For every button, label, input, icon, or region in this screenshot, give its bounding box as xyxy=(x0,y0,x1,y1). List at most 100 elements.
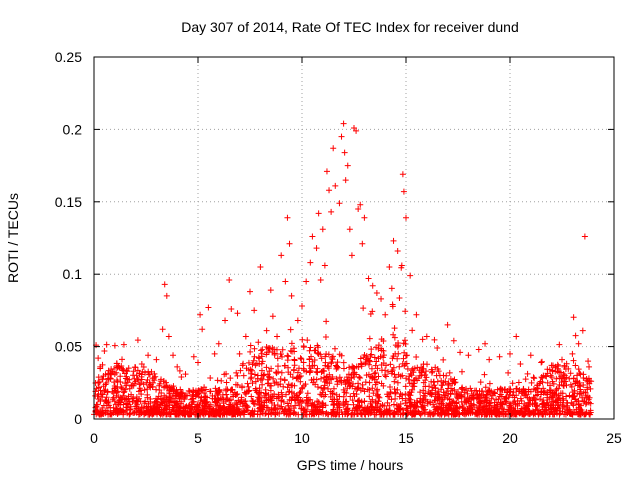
noise-point xyxy=(534,385,541,392)
noise-point xyxy=(125,365,132,372)
noise-point xyxy=(102,371,109,378)
data-point xyxy=(170,352,177,359)
noise-point xyxy=(166,388,173,395)
noise-point xyxy=(303,399,310,406)
noise-point xyxy=(387,361,394,368)
noise-point xyxy=(445,391,452,398)
noise-point xyxy=(539,379,546,386)
noise-point xyxy=(235,410,242,417)
x-tick-label: 0 xyxy=(90,430,98,446)
noise-point xyxy=(353,363,360,370)
noise-point xyxy=(371,406,378,413)
noise-point xyxy=(392,374,399,381)
noise-point xyxy=(323,318,330,325)
noise-point xyxy=(467,385,474,392)
noise-point xyxy=(396,295,403,302)
noise-point xyxy=(307,344,314,351)
noise-point xyxy=(297,389,304,396)
noise-point xyxy=(118,385,125,392)
noise-point xyxy=(385,368,392,375)
noise-point xyxy=(531,409,538,416)
noise-point xyxy=(97,397,104,404)
noise-point xyxy=(580,381,587,388)
noise-point xyxy=(289,374,296,381)
noise-point xyxy=(176,404,183,411)
noise-point xyxy=(113,369,120,376)
noise-point xyxy=(137,407,144,414)
noise-point xyxy=(152,373,159,380)
noise-point xyxy=(395,408,402,415)
data-point xyxy=(419,336,426,343)
noise-point xyxy=(419,399,426,406)
noise-point xyxy=(285,381,292,388)
noise-point xyxy=(267,387,274,394)
noise-point xyxy=(280,409,287,416)
noise-point xyxy=(446,406,453,413)
noise-point xyxy=(491,390,498,397)
noise-point xyxy=(566,410,573,417)
noise-point xyxy=(364,407,371,414)
noise-point xyxy=(474,410,481,417)
noise-point xyxy=(526,395,533,402)
noise-point xyxy=(147,395,154,402)
noise-point xyxy=(336,404,343,411)
noise-point xyxy=(517,395,524,402)
noise-point xyxy=(267,394,274,401)
noise-point xyxy=(369,375,376,382)
noise-point xyxy=(375,398,382,405)
noise-point xyxy=(511,398,518,405)
noise-point xyxy=(258,367,265,374)
noise-point xyxy=(493,411,500,418)
data-point xyxy=(450,337,457,344)
noise-point xyxy=(576,370,583,377)
y-tick-labels: 0 0.05 0.1 0.15 0.2 0.25 xyxy=(55,49,82,427)
noise-point xyxy=(483,402,490,409)
noise-point xyxy=(492,403,499,410)
noise-point xyxy=(154,408,161,415)
data-point xyxy=(475,346,482,353)
noise-point xyxy=(214,399,221,406)
noise-point xyxy=(405,376,412,383)
noise-point xyxy=(417,389,424,396)
noise-point xyxy=(369,396,376,403)
data-point xyxy=(413,311,420,318)
data-point xyxy=(507,350,513,357)
noise-point xyxy=(247,375,254,382)
noise-point xyxy=(416,398,423,405)
noise-point xyxy=(162,405,169,412)
noise-point xyxy=(582,401,589,408)
noise-point xyxy=(548,374,555,381)
noise-point xyxy=(186,402,193,409)
noise-point xyxy=(403,405,410,412)
noise-point xyxy=(481,411,488,418)
noise-point xyxy=(368,346,375,353)
noise-point xyxy=(150,402,157,409)
noise-point xyxy=(420,387,427,394)
grid xyxy=(94,57,614,419)
noise-point xyxy=(510,389,517,396)
noise-point xyxy=(391,325,398,332)
noise-point xyxy=(571,392,578,399)
noise-point xyxy=(142,369,149,376)
noise-point xyxy=(124,410,131,417)
noise-point xyxy=(126,385,133,392)
noise-point xyxy=(204,409,211,416)
noise-point xyxy=(128,391,135,398)
noise-point xyxy=(277,375,284,382)
noise-point xyxy=(199,407,206,414)
noise-point xyxy=(111,379,118,386)
noise-point xyxy=(341,389,348,396)
noise-point xyxy=(428,378,435,385)
noise-point xyxy=(328,360,335,367)
noise-point xyxy=(159,410,166,417)
y-tick-label: 0.1 xyxy=(63,266,83,282)
noise-point xyxy=(288,389,295,396)
noise-point xyxy=(248,367,255,374)
data-point xyxy=(373,290,380,297)
noise-point xyxy=(533,392,540,399)
noise-point xyxy=(195,390,202,397)
noise-point xyxy=(524,405,531,412)
noise-point xyxy=(550,380,557,387)
data-point xyxy=(355,206,362,213)
noise-point xyxy=(405,390,412,397)
